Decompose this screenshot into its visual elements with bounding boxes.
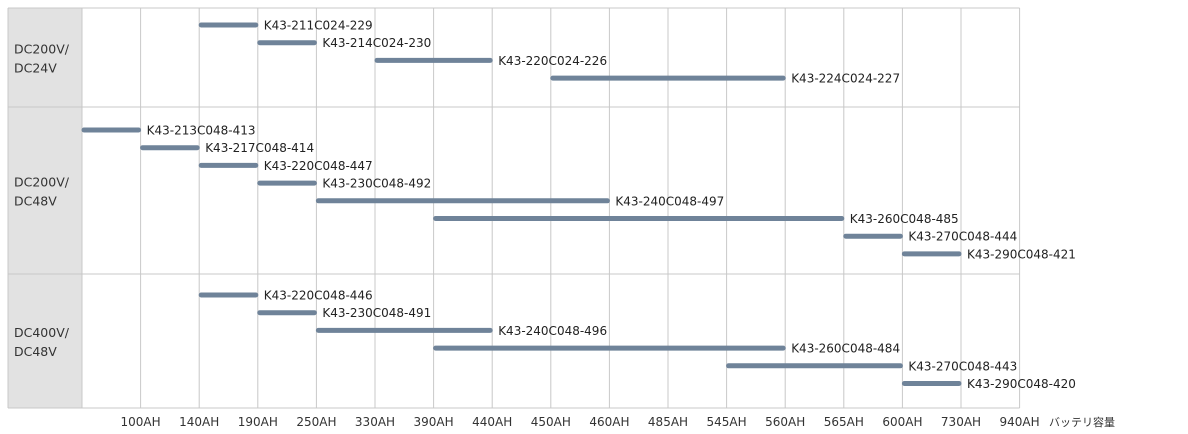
group-label-backgrounds <box>8 8 82 408</box>
group-label-line: DC48V <box>14 194 57 209</box>
x-tick-label: 485AH <box>648 415 688 429</box>
bar-label: K43-220C048-447 <box>264 159 373 173</box>
bar-label: K43-220C048-446 <box>264 289 373 303</box>
grid-lines <box>7 7 1021 409</box>
bar-label: K43-214C024-230 <box>322 36 431 50</box>
bar-label: K43-230C048-492 <box>322 177 431 191</box>
group-label-line: DC400V/ <box>14 325 70 340</box>
bar-label: K43-224C024-227 <box>791 72 900 86</box>
x-tick-label: 460AH <box>589 415 629 429</box>
group-label-line: DC48V <box>14 344 57 359</box>
bar-label: K43-260C048-484 <box>791 342 900 356</box>
bar-label: K43-220C024-226 <box>498 54 607 68</box>
group-label-bg <box>8 107 82 274</box>
bar-label: K43-217C048-414 <box>205 141 314 155</box>
x-tick-label: 565AH <box>824 415 864 429</box>
x-tick-label: 545AH <box>707 415 747 429</box>
bar-label: K43-290C048-421 <box>967 247 1076 261</box>
group-labels: DC200V/DC24V DC200V/DC48V DC400V/DC48V <box>14 42 70 360</box>
x-tick-label: 940AH <box>1000 415 1040 429</box>
bar-labels: K43-211C024-229 K43-214C024-230 K43-220C02… <box>147 19 1076 392</box>
x-tick-label: 190AH <box>238 415 278 429</box>
group-label-bg <box>8 274 82 408</box>
bar-label: K43-213C048-413 <box>147 124 256 138</box>
group-label-line: DC200V/ <box>14 42 70 57</box>
x-tick-label: 140AH <box>179 415 219 429</box>
x-tick-label: 390AH <box>414 415 454 429</box>
group-label-bg <box>8 8 82 107</box>
group-label-line: DC24V <box>14 61 57 76</box>
bar-label: K43-230C048-491 <box>322 306 431 320</box>
x-axis-unit-label: バッテリ容量 <box>1049 415 1115 429</box>
x-tick-label: 600AH <box>882 415 922 429</box>
bar-label: K43-290C048-420 <box>967 377 1076 391</box>
x-tick-label: 450AH <box>531 415 571 429</box>
bar-label: K43-270C048-443 <box>908 359 1017 373</box>
x-tick-label: 440AH <box>472 415 512 429</box>
x-tick-label: 560AH <box>765 415 805 429</box>
x-tick-label: 250AH <box>296 415 336 429</box>
bar-label: K43-240C048-497 <box>615 194 724 208</box>
x-tick-label: 730AH <box>941 415 981 429</box>
x-tick-label: 100AH <box>121 415 161 429</box>
bars <box>81 22 962 386</box>
bar-label: K43-211C024-229 <box>264 19 373 33</box>
bar-label: K43-260C048-485 <box>850 212 959 226</box>
x-tick-label: 330AH <box>355 415 395 429</box>
x-tick-labels: 100AH 140AH 190AH 250AH 330AH 390AH 440AH 450AH… <box>121 415 1040 429</box>
group-label-line: DC200V/ <box>14 175 70 190</box>
bar-label: K43-240C048-496 <box>498 324 607 338</box>
bar-label: K43-270C048-444 <box>908 230 1017 244</box>
